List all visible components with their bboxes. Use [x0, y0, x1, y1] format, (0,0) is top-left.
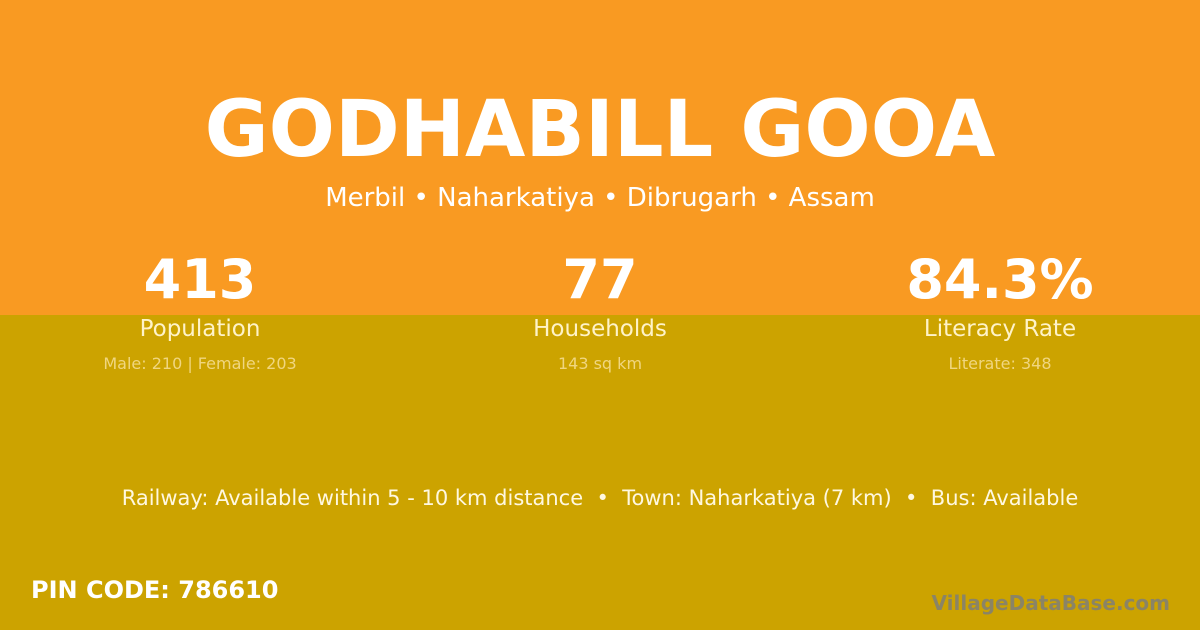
- stat-label: Population: [139, 316, 261, 342]
- connectivity-info: Railway: Available within 5 - 10 km dist…: [121, 486, 1079, 510]
- header-band: [0, 0, 1200, 315]
- stat-label: Literacy Rate: [923, 316, 1077, 342]
- footer-band: [0, 315, 1200, 630]
- location-breadcrumb: Merbil • Naharkatiya • Dibrugarh • Assam: [325, 183, 875, 213]
- stat-households: 77 Households 143 sq km: [400, 248, 800, 374]
- stat-value: 413: [143, 248, 257, 311]
- village-title: GODHABILL GOOA: [204, 85, 996, 175]
- stat-detail: 143 sq km: [557, 354, 643, 373]
- stat-detail: Literate: 348: [948, 354, 1052, 373]
- stat-label: Households: [533, 316, 667, 342]
- watermark-logo: VillageDataBase.com: [931, 591, 1170, 615]
- stat-population: 413 Population Male: 210 | Female: 203: [0, 248, 400, 374]
- stat-literacy: 84.3% Literacy Rate Literate: 348: [800, 248, 1200, 374]
- stat-value: 77: [562, 248, 638, 311]
- pin-code: PIN CODE: 786610: [31, 576, 279, 604]
- stat-value: 84.3%: [906, 248, 1094, 311]
- stat-detail: Male: 210 | Female: 203: [103, 354, 297, 373]
